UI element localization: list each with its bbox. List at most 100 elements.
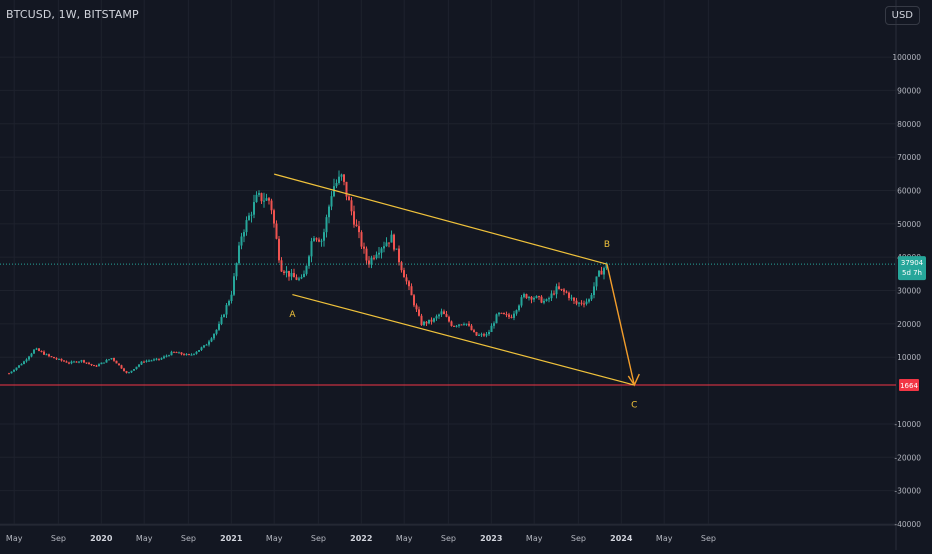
candle-body [33,349,35,354]
candle-body [605,262,608,269]
candle-body [400,262,403,271]
x-tick-label: 2021 [220,534,243,543]
candle-body [388,242,390,244]
candle-body [475,331,478,336]
candle-body [563,289,565,292]
candle-body [363,246,365,249]
candle-body [585,301,588,304]
candle-body [573,297,575,301]
x-tick-label: Sep [181,534,196,543]
countdown-label: 5d 7h [902,269,922,277]
candle-body [135,366,138,370]
candle-body [558,286,560,289]
candle-body [153,359,155,361]
candle-body [175,352,178,354]
candle-body [463,324,465,326]
candle-body [260,193,263,202]
candle-body [275,223,278,239]
candle-body [230,294,233,301]
candle-body [338,176,340,184]
support-price-label: 1664 [900,382,918,390]
candle-body [18,365,20,368]
wave-label-b: B [604,240,610,250]
candle-body [333,186,335,197]
candles [8,170,608,375]
candle-body [448,316,450,322]
candle-body [553,293,555,295]
x-tick-label: May [396,534,413,543]
candle-body [460,324,463,326]
candle-body [528,296,530,299]
candle-body [328,206,330,218]
candle-body [180,352,183,355]
candle-body [375,254,378,259]
candle-body [215,329,218,334]
candle-body [465,323,468,325]
candle-body [315,238,318,240]
candle-body [483,334,485,336]
projection-line [606,264,635,386]
candle-body [45,354,48,356]
candle-body [395,248,398,250]
candle-body [590,295,593,300]
candle-body [75,361,78,363]
candle-body [493,323,495,326]
candle-body [548,298,550,300]
candle-body [583,303,585,305]
candle-body [308,256,310,266]
candle-body [293,273,295,278]
candle-body [108,359,110,361]
candle-body [193,353,195,355]
candle-body [148,360,150,362]
candle-body [380,248,383,253]
candle-body [570,297,573,299]
candle-body [418,309,420,316]
candle-body [23,361,25,365]
candle-body [420,315,423,326]
candle-body [125,371,128,373]
candle-body [283,271,285,273]
candle-body [470,325,473,331]
candle-body [403,270,405,278]
candle-body [83,360,85,363]
candle-body [228,300,230,306]
candle-body [555,286,558,295]
candle-body [55,358,58,360]
candle-body [365,248,368,261]
candle-body [533,297,535,300]
y-tick-label: -10000 [894,420,921,429]
candle-body [158,358,160,360]
candle-body [503,312,505,315]
candle-body [455,325,458,327]
candle-body [70,361,73,364]
candle-body [195,351,198,354]
candle-body [290,273,293,277]
x-tick-label: May [6,534,23,543]
candle-body [258,193,260,195]
candle-body [340,174,343,177]
candle-body [383,246,385,249]
candle-body [445,314,448,317]
x-tick-label: May [136,534,153,543]
candle-body [515,310,518,314]
candle-body [20,364,23,366]
candle-body [198,350,200,352]
candle-body [300,277,303,279]
candle-body [138,364,140,367]
y-tick-label: 70000 [897,153,921,162]
currency-button[interactable]: USD [884,6,920,25]
candle-body [63,360,65,362]
x-tick-label: May [266,534,283,543]
candle-body [188,354,190,356]
candle-body [88,362,90,364]
candle-body [168,355,170,357]
candle-body [353,211,355,225]
candle-body [80,360,83,362]
candle-body [50,356,53,358]
candle-body [350,200,353,212]
candle-body [430,319,433,322]
candle-body [98,364,100,367]
candle-body [473,330,475,332]
